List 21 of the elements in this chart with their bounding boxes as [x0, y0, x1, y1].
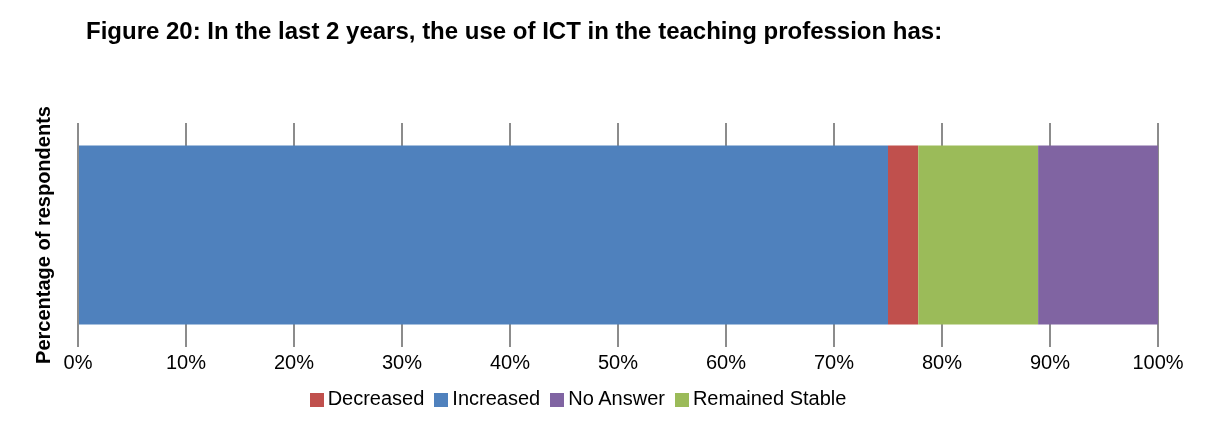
- y-axis-title: Percentage of respondents: [32, 106, 55, 364]
- legend-label: No Answer: [568, 387, 665, 409]
- legend-label: Decreased: [327, 387, 425, 409]
- bar: [78, 145, 888, 325]
- legend-label: Increased: [452, 387, 541, 409]
- x-tick-label: 80%: [921, 351, 963, 374]
- x-tick-label: 60%: [705, 351, 747, 374]
- x-tick-label: 30%: [381, 351, 423, 374]
- bar: [1038, 145, 1158, 325]
- chart-title: Figure 20: In the last 2 years, the use of ICT in the teaching profession has:: [86, 16, 944, 46]
- bar: [918, 145, 1039, 325]
- x-tick-label: 40%: [489, 351, 531, 374]
- x-tick-label: 50%: [597, 351, 639, 374]
- x-tick-label: 20%: [273, 351, 315, 374]
- x-tick-label: 0%: [63, 351, 93, 374]
- x-tick-label: 10%: [165, 351, 207, 374]
- x-tick-label: 100%: [1132, 351, 1184, 374]
- x-tick-label: 90%: [1029, 351, 1071, 374]
- x-tick-label: 70%: [813, 351, 855, 374]
- bar: [888, 145, 919, 325]
- legend-label: Remained Stable: [692, 387, 847, 409]
